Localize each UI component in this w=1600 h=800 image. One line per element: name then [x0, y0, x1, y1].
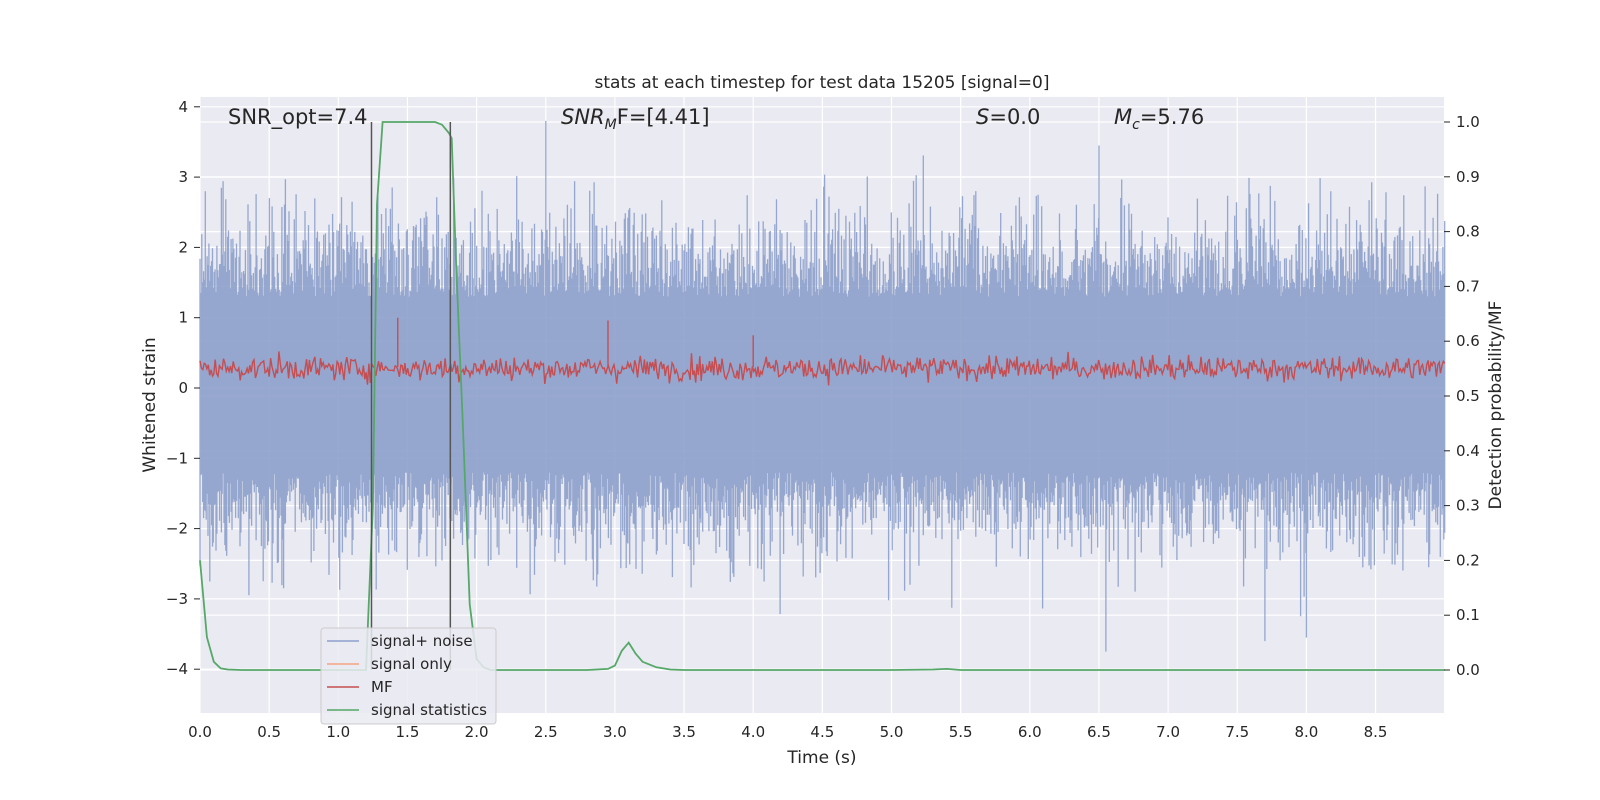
y2-tick-label: 0.0 [1456, 661, 1480, 679]
legend-item-mf: MF [327, 678, 393, 696]
y-tick-label: 2 [178, 238, 188, 256]
x-tick-label: 2.5 [534, 723, 558, 741]
y-tick-label: 3 [178, 168, 188, 186]
annotation-mc: Mc=5.76 [1114, 105, 1204, 133]
x-tick-label: 4.5 [810, 723, 834, 741]
x-tick-label: 1.5 [396, 723, 420, 741]
annotation-s: S=0.0 [976, 105, 1040, 129]
x-tick-label: 5.5 [949, 723, 973, 741]
x-tick-label: 6.0 [1018, 723, 1042, 741]
x-tick-label: 7.0 [1156, 723, 1180, 741]
legend: signal+ noise signal only MF signal stat… [320, 627, 497, 725]
y2-axis-label: Detection probability/MF [1486, 301, 1506, 510]
chart-title: stats at each timestep for test data 152… [595, 73, 1050, 93]
y-tick-label: −3 [166, 590, 188, 608]
y-axis-label: Whitened strain [140, 337, 160, 472]
y-tick-label: 1 [178, 309, 188, 327]
legend-box [320, 627, 497, 725]
x-tick-label: 2.0 [465, 723, 489, 741]
y-tick-label: −1 [166, 449, 188, 467]
legend-item-signal-noise: signal+ noise [327, 632, 473, 650]
x-tick-labels: 0.0 0.5 1.0 1.5 2.0 2.5 3.0 3.5 4.0 4.5 5.0 5.5 6.0 6… [188, 723, 1387, 741]
y2-tick-label: 0.6 [1456, 332, 1480, 350]
y2-tick-labels: 1.0 0.9 0.8 0.7 0.6 0.5 0.4 0.3 0.2 0.1 0.0 [1444, 113, 1480, 679]
annotation-snr-opt: SNR_opt=7.4 [228, 105, 368, 130]
y2-tick-label: 0.1 [1456, 606, 1480, 624]
legend-item-signal-statistics: signal statistics [327, 701, 487, 719]
x-tick-label: 8.0 [1294, 723, 1318, 741]
x-tick-label: 8.5 [1364, 723, 1388, 741]
legend-item-signal-only: signal only [327, 655, 452, 673]
legend-label: signal only [371, 655, 452, 673]
y2-tick-label: 0.8 [1456, 223, 1480, 241]
y2-tick-label: 0.9 [1456, 168, 1480, 186]
y2-tick-label: 0.7 [1456, 277, 1480, 295]
y-tick-label: 0 [178, 379, 188, 397]
y-tick-labels: 4 3 2 1 0 −1 −2 −3 −4 [166, 98, 200, 678]
y2-tick-label: 0.4 [1456, 442, 1480, 460]
x-tick-label: 0.0 [188, 723, 212, 741]
y-tick-label: 4 [178, 98, 188, 116]
x-tick-label: 3.5 [672, 723, 696, 741]
y2-tick-label: 0.2 [1456, 551, 1480, 569]
x-tick-label: 1.0 [326, 723, 350, 741]
y2-tick-label: 0.3 [1456, 497, 1480, 515]
x-tick-label: 5.0 [880, 723, 904, 741]
series-mf [199, 351, 1446, 386]
legend-label: MF [371, 678, 393, 696]
y2-tick-label: 1.0 [1456, 113, 1480, 131]
x-tick-label: 7.5 [1225, 723, 1249, 741]
x-tick-label: 6.5 [1087, 723, 1111, 741]
x-tick-label: 3.0 [603, 723, 627, 741]
legend-label: signal statistics [371, 701, 487, 719]
y-tick-label: −4 [166, 660, 188, 678]
legend-label: signal+ noise [371, 632, 473, 650]
y-tick-label: −2 [166, 520, 188, 538]
y2-tick-label: 0.5 [1456, 387, 1480, 405]
x-tick-label: 4.0 [741, 723, 765, 741]
annotation-snr-mf: SNRMF=[4.41] [561, 105, 710, 133]
x-axis-label: Time (s) [786, 748, 856, 768]
x-tick-label: 0.5 [257, 723, 281, 741]
vertical-markers [370, 122, 452, 670]
